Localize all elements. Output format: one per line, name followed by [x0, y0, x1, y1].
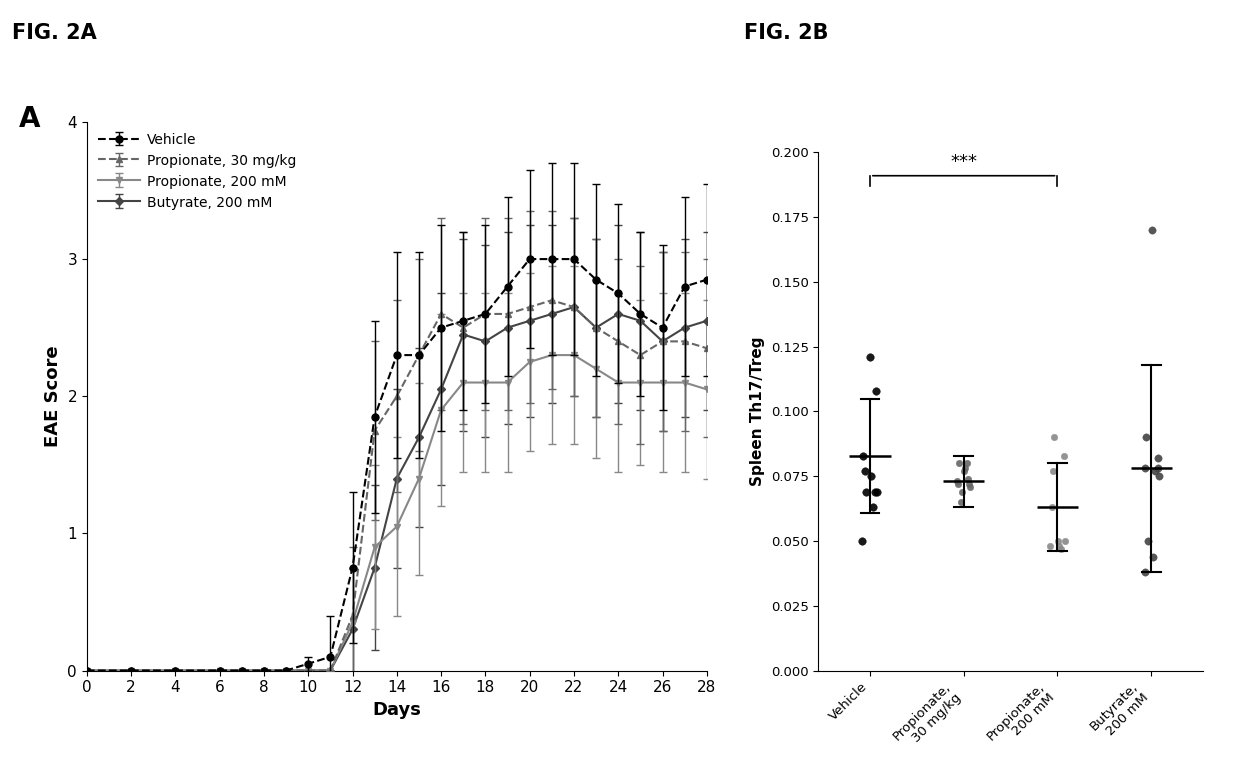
Point	[1143, 550, 1163, 562]
Point	[954, 465, 973, 477]
Point	[861, 351, 880, 363]
Point	[864, 485, 884, 498]
Point	[856, 465, 875, 477]
Point	[1142, 224, 1162, 236]
Point	[857, 485, 877, 498]
Y-axis label: Spleen Th17/Treg: Spleen Th17/Treg	[750, 337, 765, 486]
Point	[960, 481, 980, 493]
Point	[949, 457, 968, 469]
Point	[1049, 540, 1069, 552]
Point	[863, 501, 883, 514]
Point	[861, 470, 880, 482]
Point	[1049, 535, 1069, 547]
Point	[949, 478, 968, 490]
Point	[852, 535, 872, 547]
Point	[1148, 463, 1168, 475]
Point	[1148, 470, 1168, 482]
Point	[1135, 463, 1154, 475]
Text: FIG. 2A: FIG. 2A	[12, 23, 97, 43]
Y-axis label: EAE Score: EAE Score	[43, 345, 62, 447]
Point	[1135, 566, 1154, 578]
Point	[1138, 535, 1158, 547]
Point	[951, 496, 971, 508]
Text: A: A	[19, 105, 40, 133]
Point	[947, 475, 967, 488]
Point	[952, 485, 972, 498]
Point	[1040, 540, 1060, 552]
Point	[955, 463, 975, 475]
Point	[957, 457, 977, 469]
Point	[1136, 431, 1156, 443]
Point	[853, 450, 873, 462]
Point	[868, 485, 888, 498]
Point	[960, 478, 980, 490]
Text: ***: ***	[950, 152, 977, 171]
Point	[1148, 452, 1168, 464]
Point	[1145, 465, 1164, 477]
Point	[1042, 501, 1061, 514]
Point	[959, 472, 978, 485]
Legend: Vehicle, Propionate, 30 mg/kg, Propionate, 200 mM, Butyrate, 200 mM: Vehicle, Propionate, 30 mg/kg, Propionat…	[94, 129, 300, 214]
Text: FIG. 2B: FIG. 2B	[744, 23, 828, 43]
Point	[1054, 450, 1074, 462]
Point	[1055, 535, 1075, 547]
Point	[1043, 465, 1063, 477]
X-axis label: Days: Days	[372, 701, 422, 719]
Point	[1044, 431, 1064, 443]
Point	[866, 385, 885, 397]
Point	[1052, 543, 1071, 555]
